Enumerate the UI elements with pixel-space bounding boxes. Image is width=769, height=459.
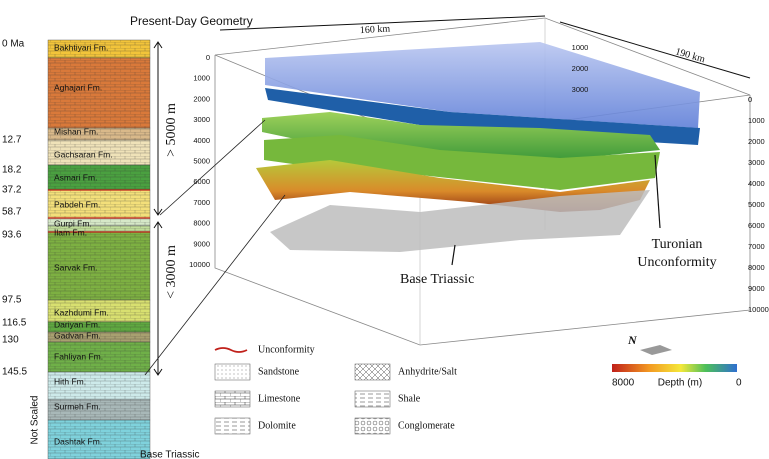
depth-tick: 0	[748, 95, 752, 104]
depth-tick: 2000	[193, 94, 210, 103]
formation-label: Ilam Fm.	[54, 227, 87, 237]
colorbar-title: Depth (m)	[658, 378, 702, 389]
formation-label: Dashtak Fm.	[54, 436, 102, 446]
legend-label: Dolomite	[258, 420, 296, 431]
legend-label: Shale	[398, 393, 421, 404]
legend-label: Anhydrite/Salt	[398, 366, 457, 377]
legend-label: Limestone	[258, 393, 301, 404]
formation-label: Fahliyan Fm.	[54, 351, 103, 361]
legend-swatch	[215, 364, 250, 380]
age-label: 130	[2, 335, 19, 346]
depth-tick: 7000	[193, 198, 210, 207]
age-label: 97.5	[2, 295, 22, 306]
depth-tick: 7000	[748, 242, 765, 251]
formation-label: Pabdeh Fm.	[54, 199, 100, 209]
colorbar	[612, 364, 737, 372]
age-label: 93.6	[2, 230, 22, 241]
colorbar-label: 0	[736, 378, 742, 389]
not-scaled: Not Scaled	[30, 396, 41, 445]
formation-label: Gachsaran Fm.	[54, 149, 113, 159]
legend-swatch	[355, 418, 390, 434]
dim-label: 160 km	[360, 24, 391, 37]
depth-tick: 0	[206, 53, 210, 62]
legend: Unconformity Sandstone Limestone Dolomite An…	[215, 333, 742, 434]
depth-tick: 1000	[572, 43, 589, 52]
formation-label: Bakhtiyari Fm.	[54, 42, 108, 52]
depth-tick: 3000	[748, 158, 765, 167]
thickness-arrow	[154, 42, 162, 375]
colorbar-label: 8000	[612, 378, 635, 389]
age-label: 0 Ma	[2, 39, 25, 50]
depth-tick: 6000	[193, 177, 210, 186]
depth-tick: 3000	[193, 115, 210, 124]
age-label: 37.2	[2, 185, 22, 196]
depth-tick: 9000	[193, 239, 210, 248]
legend-label: Unconformity	[258, 344, 315, 355]
legend-swatch	[215, 391, 250, 407]
dim-label: 190 km	[674, 46, 706, 65]
depth-tick: 4000	[193, 136, 210, 145]
pointer	[655, 155, 660, 228]
annotation: Turonian	[652, 237, 703, 252]
legend-swatch	[355, 391, 390, 407]
formation-label: Surmeh Fm.	[54, 401, 101, 411]
depth-tick: 8000	[193, 219, 210, 228]
depth-tick: 3000	[572, 85, 589, 94]
depth-tick: 10000	[189, 260, 210, 269]
annotation: Unconformity	[637, 255, 716, 270]
depth-tick: 1000	[193, 74, 210, 83]
depth-tick: 8000	[748, 263, 765, 272]
age-label: 145.5	[2, 367, 27, 378]
depth-tick: 2000	[748, 137, 765, 146]
legend-label: Sandstone	[258, 366, 300, 377]
age-label: 58.7	[2, 207, 22, 218]
title: Present-Day Geometry	[130, 14, 253, 28]
legend-swatch	[215, 418, 250, 434]
legend-label: Conglomerate	[398, 420, 455, 431]
north-arrow	[640, 345, 672, 355]
figure: Bakhtiyari Fm. Aghajari Fm. Mishan Fm. Gach…	[0, 0, 769, 459]
depth-tick: 2000	[572, 64, 589, 73]
formation-label: Gadvan Fm.	[54, 330, 101, 340]
depth-tick: 5000	[748, 200, 765, 209]
legend-swatch	[355, 364, 390, 380]
north-label: N	[627, 333, 638, 347]
pointer	[452, 245, 455, 265]
depth-tick: 1000	[748, 116, 765, 125]
annotation: Base Triassic	[400, 272, 474, 287]
formation-label: Hith Fm.	[54, 376, 86, 386]
column-pattern	[48, 58, 150, 128]
model-3d	[145, 16, 750, 375]
formation-label: Mishan Fm.	[54, 126, 98, 136]
base-label: Base Triassic	[140, 450, 199, 459]
formation-label: Asmari Fm.	[54, 172, 97, 182]
thickness-label: > 5000 m	[164, 103, 179, 157]
age-label: 116.5	[2, 318, 27, 329]
depth-tick: 6000	[748, 221, 765, 230]
thickness-label: < 3000 m	[164, 245, 179, 299]
depth-tick: 5000	[193, 156, 210, 165]
strat-column: Bakhtiyari Fm. Aghajari Fm. Mishan Fm. Gach…	[2, 39, 162, 459]
formation-label: Aghajari Fm.	[54, 82, 102, 92]
depth-tick: 4000	[748, 179, 765, 188]
depth-tick: 10000	[748, 305, 769, 314]
legend-unconformity	[215, 348, 247, 352]
age-label: 12.7	[2, 135, 22, 146]
formation-label: Sarvak Fm.	[54, 262, 97, 272]
depth-tick: 9000	[748, 284, 765, 293]
formation-label: Kazhdumi Fm.	[54, 307, 109, 317]
age-label: 18.2	[2, 165, 22, 176]
formation-label: Dariyan Fm.	[54, 319, 100, 329]
